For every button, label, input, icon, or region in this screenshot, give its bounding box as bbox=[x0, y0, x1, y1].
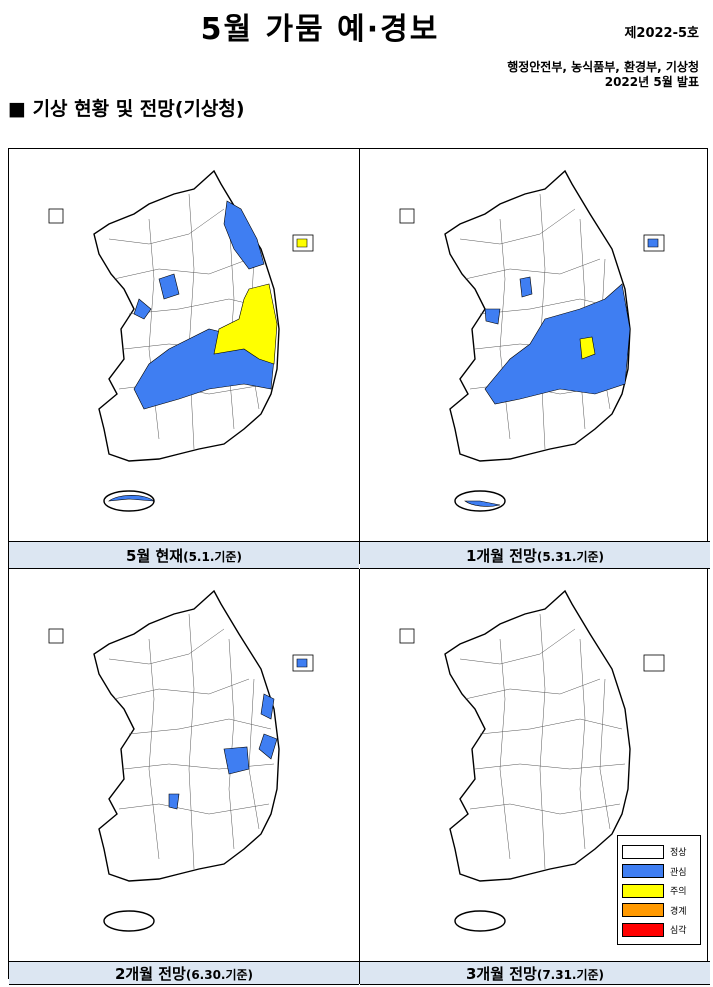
map-panel: 2개월 전망(6.30.기준) bbox=[9, 569, 360, 985]
map bbox=[399, 170, 665, 512]
caption: 5월 현재(5.1.기준) bbox=[9, 541, 359, 569]
legend-swatch bbox=[622, 883, 664, 898]
legend-item: 심각 bbox=[622, 920, 696, 940]
legend-label: 경계 bbox=[670, 906, 687, 917]
legend-item: 관심 bbox=[622, 862, 696, 882]
map bbox=[48, 170, 314, 512]
legend-label: 정상 bbox=[670, 848, 687, 859]
text: (7.31.기준) bbox=[536, 968, 605, 982]
text: (5.1.기준) bbox=[183, 550, 242, 564]
text: (6.30.기준) bbox=[185, 968, 254, 982]
doc-number: 제2022-5호 bbox=[624, 26, 699, 41]
caption: 3개월 전망(7.31.기준) bbox=[360, 961, 710, 985]
legend-label: 주의 bbox=[670, 887, 687, 898]
legend-swatch bbox=[622, 903, 664, 918]
text: 3개월 전망 bbox=[465, 965, 537, 983]
caption: 1개월 전망(5.31.기준) bbox=[360, 541, 710, 569]
legend-swatch bbox=[622, 864, 664, 879]
legend-label: 관심 bbox=[670, 867, 687, 878]
map-panel: 3개월 전망(7.31.기준) bbox=[360, 569, 710, 985]
date: 2022년 5월 발표 bbox=[604, 75, 699, 89]
title: 5월 가뭄 예·경보 bbox=[200, 12, 440, 47]
map-grid: 5월 현재(5.1.기준) 1개월 전망(5.31.기준) 2개월 전망(6.3… bbox=[8, 148, 710, 985]
legend-swatch bbox=[622, 844, 664, 859]
legend-item: 정상 bbox=[622, 842, 696, 862]
map-panel: 5월 현재(5.1.기준) bbox=[9, 149, 360, 569]
map-panel: 1개월 전망(5.31.기준) bbox=[360, 149, 710, 569]
legend-item: 경계 bbox=[622, 901, 696, 921]
map bbox=[48, 590, 314, 932]
legend-item: 주의 bbox=[622, 881, 696, 901]
text: 2개월 전망 bbox=[114, 965, 186, 983]
text: 1개월 전망 bbox=[465, 547, 537, 565]
legend-label: 심각 bbox=[670, 926, 687, 937]
text: 5월 현재 bbox=[126, 547, 184, 565]
legend-swatch bbox=[622, 922, 664, 937]
section-heading: ■ 기상 현황 및 전망(기상청) bbox=[8, 98, 245, 120]
text: (5.31.기준) bbox=[536, 550, 605, 564]
caption: 2개월 전망(6.30.기준) bbox=[9, 961, 359, 985]
agencies: 행정안전부, 농식품부, 환경부, 기상청 bbox=[507, 60, 699, 74]
